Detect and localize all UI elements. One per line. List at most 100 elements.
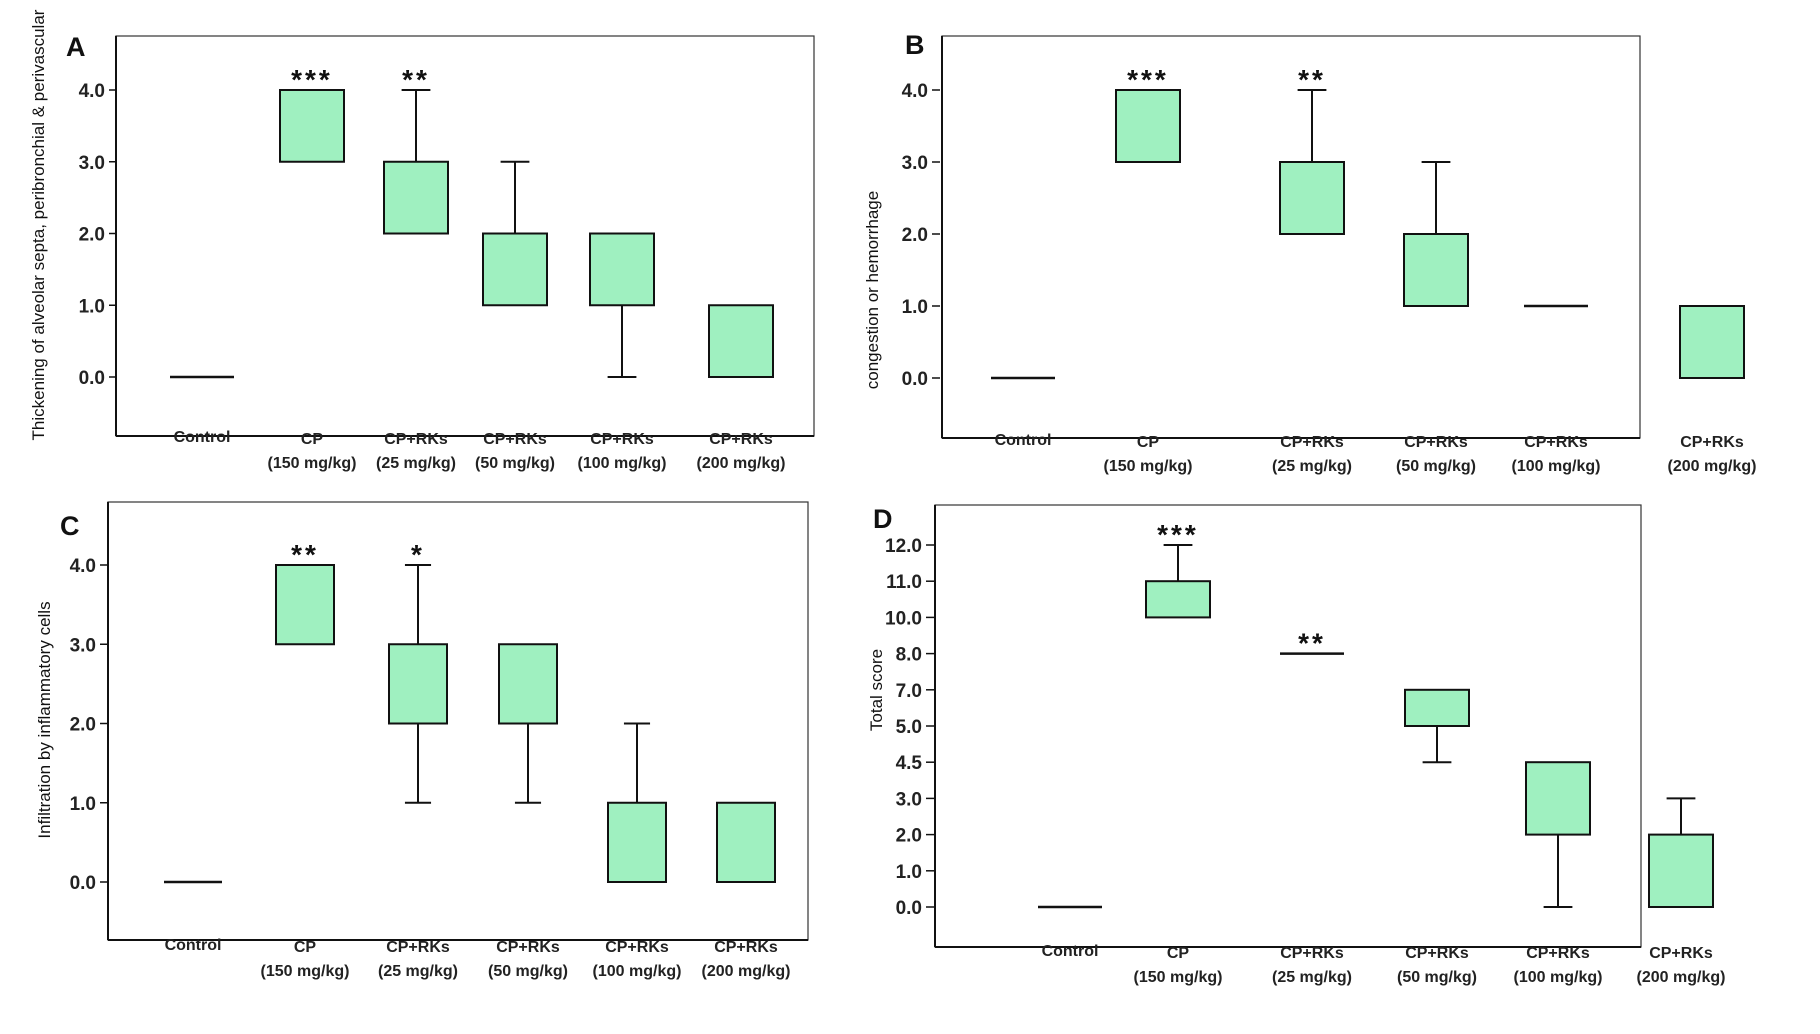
y-axis-label: Total score <box>867 649 886 731</box>
category-dose-label: (100 mg/kg) <box>578 455 667 472</box>
category-dose-label: (50 mg/kg) <box>475 455 555 472</box>
y-tick-label: 11.0 <box>886 572 922 593</box>
y-tick-label: 0.0 <box>896 898 922 919</box>
y-tick-label: 2.0 <box>70 715 96 736</box>
box-5 <box>589 232 655 378</box>
box-4 <box>1404 688 1470 764</box>
significance-marker: ** <box>1298 64 1326 95</box>
y-tick-label: 4.0 <box>79 81 105 102</box>
y-tick-label: 2.0 <box>79 225 105 246</box>
significance-marker: *** <box>1157 519 1199 550</box>
y-tick-label: 7.0 <box>896 681 922 702</box>
category-label: CP+RKs <box>1526 945 1590 962</box>
y-tick-label: 4.0 <box>902 81 928 102</box>
box-5 <box>1525 761 1591 908</box>
category-dose-label: (25 mg/kg) <box>1272 969 1352 986</box>
category-label: Control <box>1042 943 1099 960</box>
y-axis-label: congestion or hemorrhage <box>863 191 882 389</box>
category-label: CP+RKs <box>714 939 778 956</box>
category-label: CP+RKs <box>590 431 654 448</box>
chart-panel-c: C Infiltration by inflammatory cells 0.0 1.… <box>35 501 809 980</box>
y-tick-label: 1.0 <box>70 794 96 815</box>
y-axis-label: Infiltration by inflammatory cells <box>35 601 54 838</box>
box-3: ** <box>383 64 449 235</box>
box-rect <box>1279 161 1345 235</box>
category-label: CP+RKs <box>483 431 547 448</box>
box-rect <box>279 89 345 163</box>
category-label: CP+RKs <box>1404 434 1468 451</box>
category-label: CP <box>301 431 324 448</box>
chart-panel-d: D Total score 0.0 1.0 2.0 3.0 4.5 5.0 7.0 8.0 10.0… <box>867 504 1725 986</box>
y-tick-label: 2.0 <box>896 826 922 847</box>
category-dose-label: (150 mg/kg) <box>261 963 350 980</box>
y-tick-label: 0.0 <box>79 368 105 389</box>
box-rect <box>1525 761 1591 836</box>
box-2: *** <box>1115 64 1181 163</box>
category-dose-label: (200 mg/kg) <box>1668 458 1757 475</box>
box-rect <box>1404 688 1470 727</box>
category-label: CP <box>1137 434 1160 451</box>
box-3: ** <box>1279 64 1345 235</box>
plot-frame <box>934 504 1642 948</box>
category-dose-label: (200 mg/kg) <box>697 455 786 472</box>
category-label: CP+RKs <box>384 431 448 448</box>
y-tick-label: 8.0 <box>896 645 922 666</box>
box-rect <box>1145 580 1211 619</box>
box-rect <box>716 801 776 883</box>
panel-letter: A <box>66 32 86 62</box>
category-label: CP+RKs <box>709 431 773 448</box>
box-rect <box>1115 89 1181 163</box>
category-label: CP+RKs <box>1280 945 1344 962</box>
box-3: * <box>388 539 448 804</box>
box-2: *** <box>1145 519 1211 619</box>
category-dose-label: (150 mg/kg) <box>1134 969 1223 986</box>
y-tick-label: 4.5 <box>896 753 923 774</box>
y-tick-label: 0.0 <box>70 873 96 894</box>
box-2: *** <box>279 64 345 163</box>
box-4 <box>1403 161 1469 307</box>
significance-marker: *** <box>1127 64 1169 95</box>
y-axis-label: Thickening of alveolar septa, peribronch… <box>29 9 48 440</box>
box-5 <box>607 722 667 883</box>
chart-panel-a: A Thickening of alveolar septa, peribronc… <box>29 9 815 472</box>
category-label: CP+RKs <box>1280 434 1344 451</box>
y-tick-label: 1.0 <box>902 297 928 318</box>
y-tick-label: 3.0 <box>902 153 928 174</box>
significance-marker: ** <box>291 539 319 570</box>
box-rect <box>1648 833 1714 908</box>
category-dose-label: (50 mg/kg) <box>488 963 568 980</box>
significance-marker: ** <box>1298 628 1326 659</box>
significance-marker: ** <box>402 64 430 95</box>
category-dose-label: (150 mg/kg) <box>1104 458 1193 475</box>
category-dose-label: (100 mg/kg) <box>1512 458 1601 475</box>
box-rect <box>1403 233 1469 307</box>
box-rect <box>388 643 448 725</box>
panel-letter: B <box>905 30 925 60</box>
category-label: CP <box>294 939 317 956</box>
box-rect <box>498 643 558 725</box>
panel-letter: D <box>873 504 893 534</box>
category-label: CP+RKs <box>1680 434 1744 451</box>
box-rect <box>708 304 774 378</box>
category-label: CP+RKs <box>605 939 669 956</box>
y-tick-label: 10.0 <box>885 608 922 629</box>
box-rect <box>275 564 335 646</box>
category-label: Control <box>995 432 1052 449</box>
category-label: CP <box>1167 945 1190 962</box>
box-4 <box>498 643 558 804</box>
y-tick-label: 1.0 <box>896 862 922 883</box>
plot-frame <box>107 501 809 941</box>
box-6 <box>1679 305 1745 379</box>
y-tick-label: 0.0 <box>902 369 928 390</box>
box-3: ** <box>1280 628 1344 659</box>
significance-marker: * <box>411 539 425 570</box>
y-tick-label: 3.0 <box>70 635 96 656</box>
category-dose-label: (50 mg/kg) <box>1396 458 1476 475</box>
box-6 <box>716 801 776 883</box>
category-label: Control <box>174 429 231 446</box>
y-tick-label: 1.0 <box>79 296 105 317</box>
category-label: CP+RKs <box>1649 945 1713 962</box>
category-dose-label: (25 mg/kg) <box>376 455 456 472</box>
